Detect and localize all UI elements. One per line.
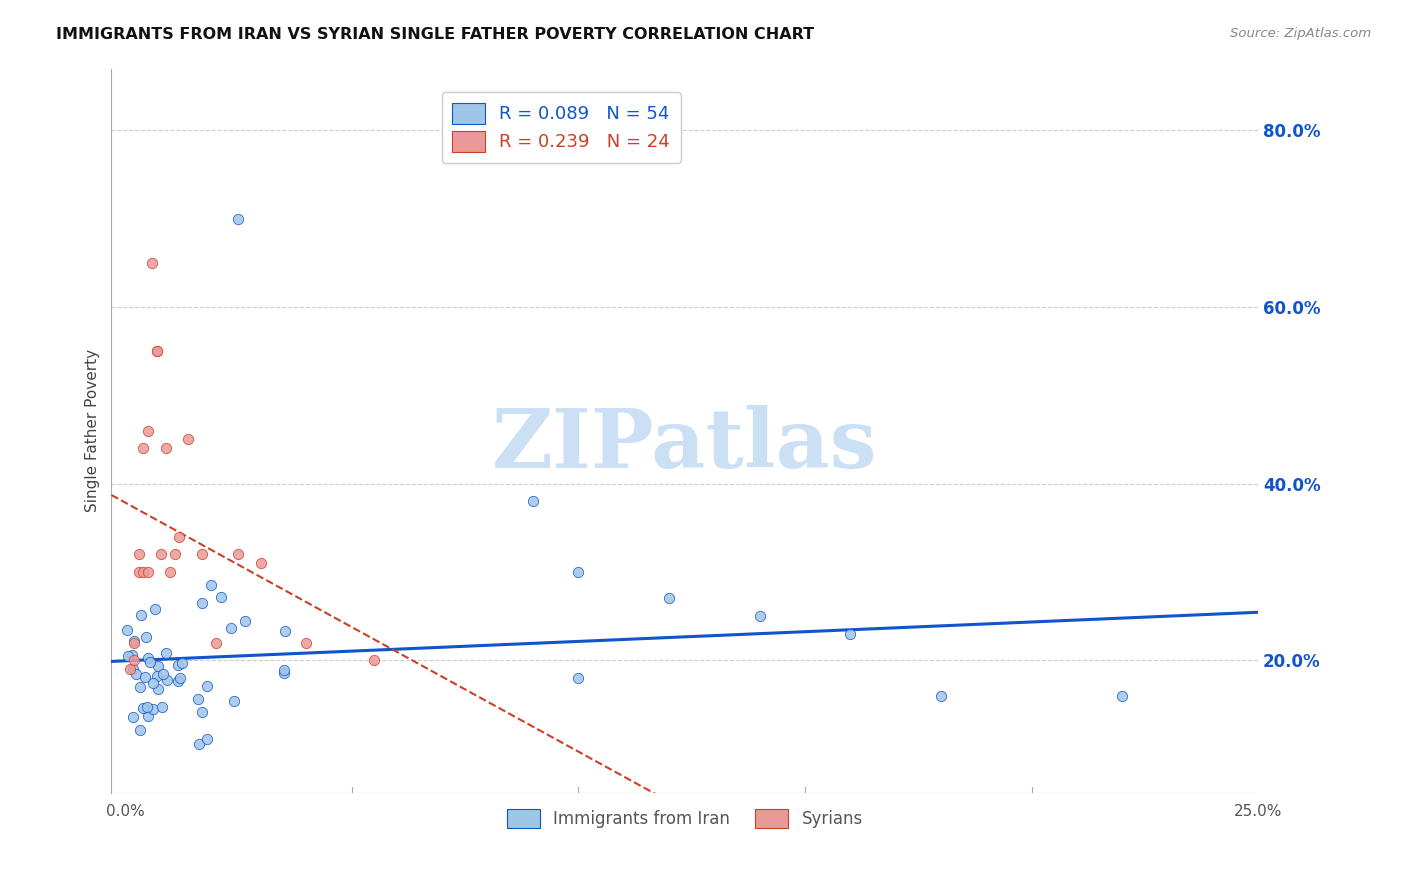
Point [122,653,145,667]
Point [167,674,190,689]
Point [134,670,156,684]
Point [839,626,862,640]
Point [172,656,194,670]
Point [228,211,250,226]
Point [169,671,191,685]
Point [122,635,145,649]
Text: ZIPatlas: ZIPatlas [492,405,877,485]
Point [128,565,150,579]
Point [146,669,169,683]
Point [522,494,544,508]
Point [219,621,242,635]
Legend: Immigrants from Iran, Syrians: Immigrants from Iran, Syrians [501,803,870,835]
Point [145,344,167,359]
Point [159,565,181,579]
Point [191,547,214,561]
Point [150,547,173,561]
Point [136,708,159,723]
Point [200,578,222,592]
Text: IMMIGRANTS FROM IRAN VS SYRIAN SINGLE FATHER POVERTY CORRELATION CHART: IMMIGRANTS FROM IRAN VS SYRIAN SINGLE FA… [56,27,814,42]
Point [132,565,155,579]
Point [132,442,155,456]
Point [233,614,256,628]
Point [136,651,159,665]
Point [155,646,177,660]
Point [135,700,157,714]
Point [136,424,159,438]
Point [195,731,218,746]
Point [363,653,385,667]
Point [228,547,250,561]
Point [128,680,150,694]
Point [658,591,681,606]
Point [273,663,295,677]
Point [187,737,209,751]
Point [141,256,163,270]
Point [138,656,160,670]
Point [274,624,297,638]
Point [295,635,318,649]
Point [929,689,952,703]
Point [146,681,169,696]
Point [224,694,246,708]
Point [122,710,145,724]
Point [122,633,145,648]
Point [177,433,200,447]
Point [145,344,167,359]
Point [129,608,152,623]
Point [136,565,159,579]
Point [129,723,152,737]
Point [187,692,209,706]
Point [156,673,179,687]
Point [142,702,165,716]
Point [117,624,139,638]
Point [135,631,157,645]
Point [191,706,214,720]
Point [748,609,770,624]
Y-axis label: Single Father Poverty: Single Father Poverty [86,349,100,512]
Point [146,658,169,673]
Point [209,590,232,604]
Point [567,565,589,579]
Point [150,699,173,714]
Point [121,648,143,662]
Point [128,547,150,561]
Point [166,657,188,672]
Point [117,648,139,663]
Point [132,700,155,714]
Point [204,635,226,649]
Point [152,666,174,681]
Point [195,679,218,693]
Point [155,442,177,456]
Point [163,547,186,561]
Point [191,596,214,610]
Point [567,671,589,685]
Point [169,530,191,544]
Point [250,556,273,570]
Point [143,602,166,616]
Text: Source: ZipAtlas.com: Source: ZipAtlas.com [1230,27,1371,40]
Point [273,665,295,680]
Point [122,662,145,676]
Point [1111,689,1133,703]
Point [142,676,165,690]
Point [125,666,148,681]
Point [118,662,141,676]
